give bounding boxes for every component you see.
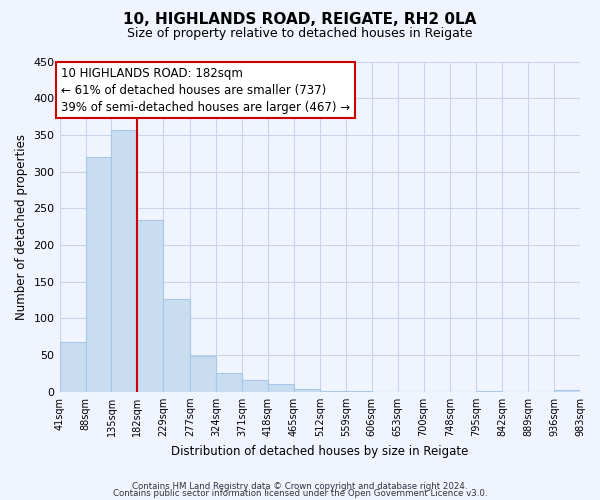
Y-axis label: Number of detached properties: Number of detached properties xyxy=(15,134,28,320)
Bar xyxy=(268,384,294,392)
Bar xyxy=(346,391,372,392)
Bar xyxy=(112,130,137,392)
Text: Size of property relative to detached houses in Reigate: Size of property relative to detached ho… xyxy=(127,28,473,40)
Text: Contains HM Land Registry data © Crown copyright and database right 2024.: Contains HM Land Registry data © Crown c… xyxy=(132,482,468,491)
Bar xyxy=(59,342,86,392)
Bar xyxy=(320,391,346,392)
Bar xyxy=(554,390,580,392)
Bar xyxy=(190,356,216,392)
Bar xyxy=(216,374,242,392)
Bar xyxy=(294,389,320,392)
Bar xyxy=(476,391,502,392)
Text: 10, HIGHLANDS ROAD, REIGATE, RH2 0LA: 10, HIGHLANDS ROAD, REIGATE, RH2 0LA xyxy=(124,12,476,28)
Bar xyxy=(163,300,190,392)
Bar xyxy=(242,380,268,392)
Bar xyxy=(86,157,112,392)
Text: Contains public sector information licensed under the Open Government Licence v3: Contains public sector information licen… xyxy=(113,490,487,498)
X-axis label: Distribution of detached houses by size in Reigate: Distribution of detached houses by size … xyxy=(171,444,469,458)
Bar xyxy=(137,220,163,392)
Text: 10 HIGHLANDS ROAD: 182sqm
← 61% of detached houses are smaller (737)
39% of semi: 10 HIGHLANDS ROAD: 182sqm ← 61% of detac… xyxy=(61,66,350,114)
